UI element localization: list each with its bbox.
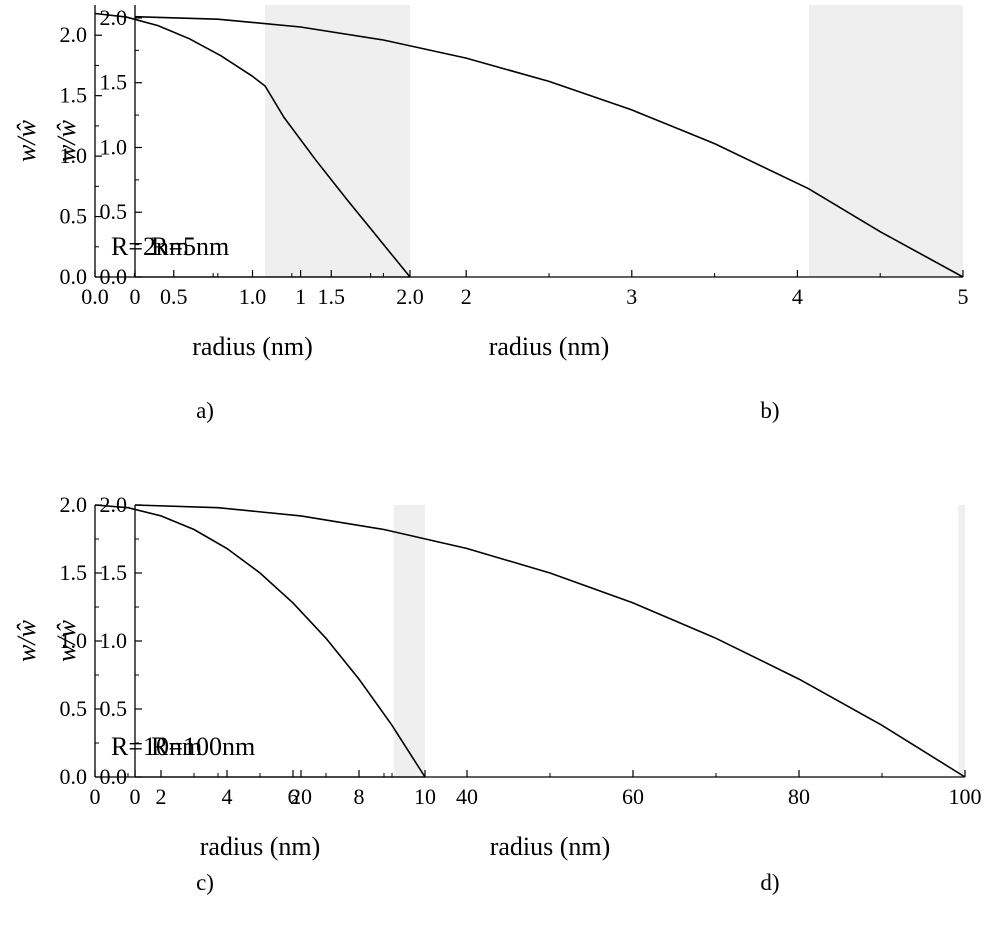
y-tick-label: 0.0 <box>100 764 128 789</box>
x-tick-label: 40 <box>456 784 478 809</box>
shaded-region <box>393 505 425 777</box>
x-tick-label: 0.5 <box>160 284 188 309</box>
x-tick-label: 1 <box>295 284 306 309</box>
y-tick-label: 0.0 <box>60 764 88 789</box>
y-tick-label: 2.0 <box>60 492 88 517</box>
y-axis-label: w/ŵ <box>12 119 41 162</box>
y-axis-label: w/ŵ <box>52 119 81 162</box>
x-tick-label: 4 <box>792 284 803 309</box>
x-tick-label: 2 <box>156 784 167 809</box>
y-tick-label: 1.0 <box>100 628 128 653</box>
panel-label: c) <box>196 870 214 895</box>
shaded-region <box>958 505 965 777</box>
x-tick-label: 10 <box>414 784 436 809</box>
shaded-region <box>265 5 410 277</box>
radius-annotation: R=10nm <box>111 732 202 761</box>
radius-annotation: R=100nm <box>151 732 255 761</box>
y-tick-label: 1.5 <box>60 560 88 585</box>
y-tick-label: 0.0 <box>100 264 128 289</box>
x-tick-label: 6 <box>288 784 299 809</box>
x-axis-label: radius (nm) <box>489 332 610 361</box>
x-tick-label: 4 <box>222 784 233 809</box>
x-axis-label: radius (nm) <box>490 832 611 861</box>
x-axis-label: radius (nm) <box>192 332 313 361</box>
y-tick-label: 1.5 <box>60 83 88 108</box>
panel-label: b) <box>760 398 779 423</box>
data-line <box>94 504 426 778</box>
y-tick-label: 0.5 <box>100 199 128 224</box>
x-axis-label: radius (nm) <box>200 832 321 861</box>
radius-annotation: R=5nm <box>151 232 229 261</box>
y-tick-label: 1.0 <box>60 143 88 168</box>
y-tick-label: 1.0 <box>100 134 128 159</box>
y-tick-label: 2.0 <box>100 492 128 517</box>
y-tick-label: 1.0 <box>60 628 88 653</box>
shaded-region <box>808 5 963 277</box>
x-tick-label: 0 <box>130 784 141 809</box>
x-tick-label: 20 <box>290 784 312 809</box>
x-tick-label: 2 <box>461 284 472 309</box>
y-tick-label: 0.0 <box>60 264 88 289</box>
y-tick-label: 1.5 <box>100 70 128 95</box>
x-tick-label: 3 <box>626 284 637 309</box>
x-tick-label: 80 <box>788 784 810 809</box>
y-tick-label: 0.5 <box>60 204 88 229</box>
y-tick-label: 2.0 <box>100 5 128 30</box>
y-tick-label: 0.5 <box>100 696 128 721</box>
data-line <box>94 12 411 278</box>
panel-label: d) <box>760 870 779 895</box>
x-tick-label: 0.0 <box>81 284 109 309</box>
data-line <box>134 15 964 278</box>
y-axis-label: w/ŵ <box>12 619 41 662</box>
x-tick-label: 100 <box>949 784 982 809</box>
x-tick-label: 5 <box>958 284 969 309</box>
y-tick-label: 1.5 <box>100 560 128 585</box>
x-tick-label: 0 <box>90 784 101 809</box>
y-tick-label: 2.0 <box>60 22 88 47</box>
x-tick-label: 1.5 <box>318 284 346 309</box>
x-tick-label: 1.0 <box>239 284 267 309</box>
x-tick-label: 2.0 <box>396 284 424 309</box>
data-line <box>134 504 966 778</box>
y-tick-label: 0.5 <box>60 696 88 721</box>
x-tick-label: 60 <box>622 784 644 809</box>
x-tick-label: 8 <box>354 784 365 809</box>
panel-label: a) <box>196 398 214 423</box>
radius-annotation: R=2nm <box>111 232 189 261</box>
y-axis-label: w/ŵ <box>52 619 81 662</box>
x-tick-label: 0 <box>130 284 141 309</box>
